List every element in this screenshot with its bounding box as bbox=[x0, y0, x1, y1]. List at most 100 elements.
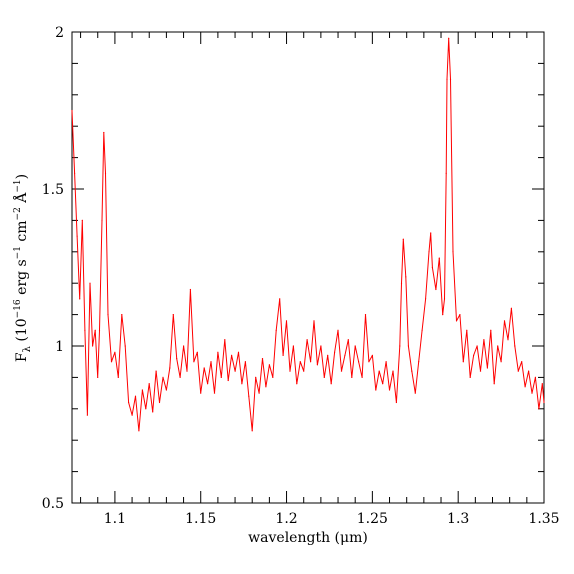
spectrum-point bbox=[418, 361, 420, 363]
spectrum-point bbox=[97, 376, 99, 378]
spectrum-point bbox=[399, 345, 401, 347]
spectrum-point bbox=[538, 408, 540, 410]
y-axis-title-ang: Å bbox=[12, 192, 30, 207]
spectrum-point bbox=[303, 370, 305, 372]
spectrum-point bbox=[255, 376, 257, 378]
spectrum-point bbox=[258, 392, 260, 394]
spectrum-point bbox=[479, 370, 482, 372]
spectrum-point bbox=[382, 383, 384, 385]
spectrum-point bbox=[103, 131, 105, 134]
spectrum-point bbox=[94, 329, 96, 331]
spectrum-point bbox=[141, 389, 143, 391]
spectrum-point bbox=[448, 37, 450, 39]
spectrum-point bbox=[74, 172, 76, 174]
spectrum-point bbox=[402, 238, 404, 240]
spectrum-point bbox=[354, 345, 356, 347]
spectrum-point bbox=[517, 370, 519, 372]
spectrum-point bbox=[361, 376, 363, 378]
spectrum-point bbox=[285, 320, 288, 322]
spectrum-point bbox=[107, 314, 109, 316]
spectrum-point bbox=[405, 276, 407, 278]
spectrum-point bbox=[330, 383, 332, 385]
spectrum-point bbox=[104, 172, 107, 174]
spectrum-point bbox=[320, 345, 322, 347]
spectrum-point bbox=[323, 376, 325, 378]
spectrum-point bbox=[469, 376, 471, 378]
spectrum-point bbox=[244, 361, 246, 363]
spectrum-point bbox=[131, 414, 133, 416]
y-axis-title-lambda: λ bbox=[22, 345, 33, 352]
spectrum-point bbox=[155, 370, 157, 372]
spectrum-point bbox=[375, 389, 377, 391]
spectrum-point bbox=[148, 383, 150, 385]
spectrum-point bbox=[452, 251, 454, 253]
y-axis-title-erg: erg s bbox=[14, 259, 30, 299]
spectrum-point bbox=[186, 370, 188, 372]
spectrum-point bbox=[289, 370, 291, 372]
spectrum-point bbox=[443, 298, 446, 300]
spectrum-point bbox=[86, 414, 88, 416]
spectrum-point bbox=[407, 345, 409, 347]
spectrum-point bbox=[231, 354, 233, 356]
spectrum-point bbox=[79, 298, 81, 300]
spectrum-point bbox=[371, 354, 373, 356]
spectrum-point bbox=[193, 361, 195, 363]
spectrum-point bbox=[334, 351, 336, 353]
x-tick-label: 1.25 bbox=[357, 511, 388, 527]
y-tick-label: 1 bbox=[55, 339, 64, 355]
spectrum-point bbox=[217, 351, 219, 353]
y-axis-title-exp4: −1 bbox=[13, 179, 23, 192]
y-axis-title-exp3: −2 bbox=[13, 207, 23, 220]
spectrum-point bbox=[282, 354, 284, 356]
spectrum-point bbox=[431, 266, 433, 269]
spectrum-point bbox=[378, 370, 380, 372]
spectrum-point bbox=[237, 351, 240, 353]
spectrum-point bbox=[445, 172, 447, 174]
plot-frame bbox=[71, 31, 545, 504]
spectrum-point bbox=[449, 78, 452, 80]
y-axis-title-cm: cm bbox=[14, 220, 30, 246]
spectrum-point bbox=[466, 329, 468, 331]
spectrum-point bbox=[241, 383, 243, 385]
spectrum-point bbox=[234, 370, 236, 372]
spectrum-point bbox=[414, 392, 416, 394]
spectrum-point bbox=[169, 367, 171, 369]
y-tick-labels: 0.5 1 1.5 2 bbox=[42, 25, 64, 512]
spectrum-point bbox=[172, 314, 174, 316]
spectrum-point bbox=[503, 320, 506, 322]
spectrum-point bbox=[368, 361, 370, 363]
spectrum-point bbox=[110, 361, 113, 363]
spectrum-point bbox=[531, 392, 533, 394]
spectrum-point bbox=[395, 401, 397, 404]
y-axis-title-exp1: −16 bbox=[13, 299, 23, 318]
spectrum-point bbox=[337, 329, 339, 331]
spectrum-point bbox=[327, 354, 329, 356]
spectrum-point bbox=[272, 376, 274, 378]
spectrum-point bbox=[124, 345, 126, 347]
spectrum-point bbox=[261, 358, 264, 360]
y-tick-label: 0.5 bbox=[42, 496, 64, 512]
spectrum-point bbox=[162, 376, 164, 378]
spectrum-point bbox=[459, 314, 461, 316]
spectrum-point bbox=[275, 329, 277, 331]
spectrum-point bbox=[176, 358, 178, 360]
spectrum-point bbox=[299, 361, 301, 363]
spectrum-point bbox=[543, 401, 545, 404]
spectrum-point bbox=[411, 370, 413, 372]
spectrum-point bbox=[493, 383, 495, 385]
spectrum-point bbox=[507, 339, 509, 341]
spectrum-point bbox=[486, 367, 488, 369]
spectrum-point bbox=[128, 401, 130, 404]
x-tick-labels: 1.1 1.15 1.2 1.25 1.3 1.35 bbox=[104, 511, 560, 527]
spectrum-point bbox=[183, 345, 185, 347]
spectrum-point bbox=[114, 351, 116, 353]
spectrum-point bbox=[98, 329, 101, 331]
spectrum-point bbox=[497, 345, 499, 347]
spectrum-point bbox=[347, 339, 349, 341]
spectrum-point bbox=[340, 370, 343, 372]
spectrum-point bbox=[84, 329, 86, 331]
spectrum-point bbox=[165, 389, 167, 391]
spectrum-point bbox=[316, 364, 318, 366]
spectrum-point bbox=[524, 386, 526, 388]
